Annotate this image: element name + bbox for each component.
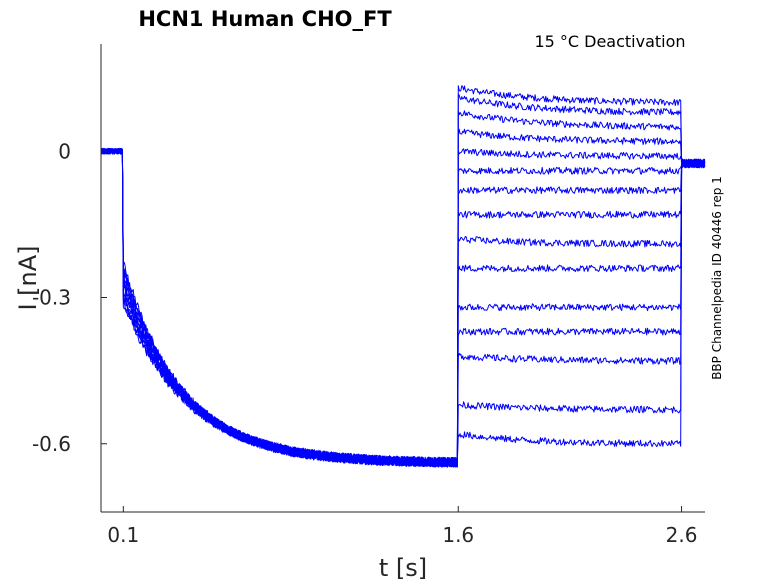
current-trace (100, 148, 706, 468)
current-trace (100, 128, 706, 467)
chart-title: HCN1 Human CHO_FT (138, 7, 392, 31)
current-trace (100, 148, 706, 468)
current-trace (100, 94, 706, 468)
chart-annotation: 15 °C Deactivation (534, 32, 685, 51)
y-axis-label: I [nA] (14, 245, 42, 310)
y-tick-label: 0 (58, 139, 71, 163)
x-axis-label: t [s] (379, 554, 427, 582)
x-tick-label: 2.6 (666, 523, 698, 547)
current-trace (100, 85, 706, 468)
x-tick-label: 0.1 (107, 523, 139, 547)
side-label: BBP Channelpedia ID 40446 rep 1 (710, 176, 724, 380)
x-tick-label: 1.6 (442, 523, 474, 547)
current-trace (100, 110, 706, 468)
current-trace (100, 147, 705, 468)
y-tick-label: -0.3 (32, 286, 71, 310)
tick-group: 0.1 1.6 2.6 0 -0.3 -0.6 (32, 139, 697, 547)
trace-group (100, 85, 706, 468)
y-tick-label: -0.6 (32, 432, 71, 456)
